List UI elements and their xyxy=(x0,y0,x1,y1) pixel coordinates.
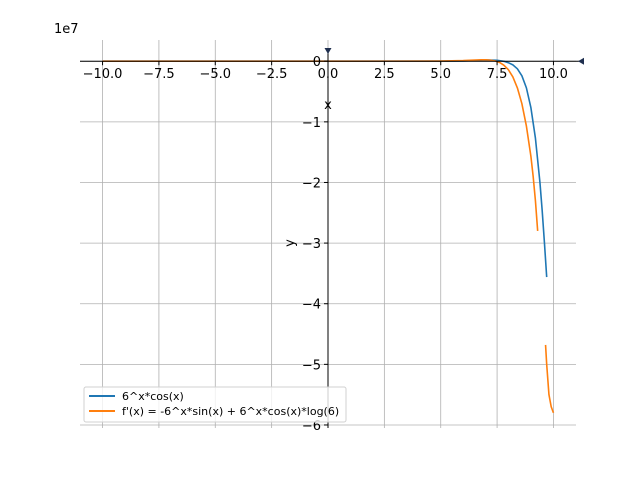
legend: 6^x*cos(x) f'(x) = -6^x*sin(x) + 6^x*cos… xyxy=(83,386,347,423)
ticks: −10.0 −7.5 −5.0 −2.5 0.0 2.5 5.0 7.5 10.0 0 −1 −2 −3… xyxy=(83,55,568,434)
y-tick-label-3: −3 xyxy=(302,237,321,252)
y-axis-arrow xyxy=(324,48,332,54)
y-tick-label-6: −6 xyxy=(302,419,321,434)
series-line-1-segment-1 xyxy=(544,344,555,414)
x-tick-label-7: 7.5 xyxy=(487,67,508,82)
legend-entry-1: f'(x) = -6^x*sin(x) + 6^x*cos(x)*log(6) xyxy=(122,405,339,418)
x-tick-label-2: −5.0 xyxy=(199,67,231,82)
x-tick-label-6: 5.0 xyxy=(430,67,451,82)
x-tick-label-5: 2.5 xyxy=(374,67,395,82)
y-axis-label: y xyxy=(283,239,298,247)
y-tick-label-0: 0 xyxy=(313,55,321,70)
x-axis-label: x xyxy=(324,98,332,113)
x-tick-label-3: −2.5 xyxy=(256,67,288,82)
legend-box xyxy=(83,386,347,423)
x-tick-label-4: 0.0 xyxy=(318,67,339,82)
x-tick-label-1: −7.5 xyxy=(143,67,175,82)
series-line-0-segment-0 xyxy=(102,59,548,278)
legend-entry-0: 6^x*cos(x) xyxy=(122,390,184,403)
x-axis-arrow xyxy=(578,57,584,65)
y-tick-label-5: −5 xyxy=(302,358,321,373)
scale-label: 1e7 xyxy=(54,22,79,37)
y-tick-label-1: −1 xyxy=(302,116,321,131)
x-tick-label-8: 10.0 xyxy=(539,67,568,82)
series-line-1-segment-0 xyxy=(102,59,539,232)
y-tick-label-4: −4 xyxy=(302,298,321,313)
axes xyxy=(80,48,584,428)
y-tick-label-2: −2 xyxy=(302,176,321,191)
x-tick-label-0: −10.0 xyxy=(83,67,123,82)
